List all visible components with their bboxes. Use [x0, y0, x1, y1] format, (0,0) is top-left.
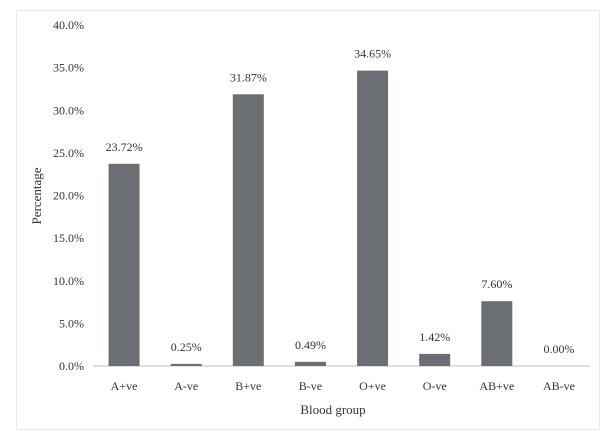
chart-frame: [16, 10, 600, 430]
y-tick-label: 15.0%: [53, 231, 84, 245]
y-axis-ticks: 0.0% 5.0% 10.0% 15.0% 20.0% 25.0% 30.0% 35.0% 40…: [53, 18, 84, 373]
bar: [232, 94, 264, 366]
bar: [357, 70, 389, 366]
bar: [108, 163, 140, 366]
y-tick-label: 25.0%: [53, 146, 84, 160]
data-label: 31.87%: [230, 70, 267, 84]
y-tick-label: 20.0%: [53, 189, 84, 203]
y-tick-label: 30.0%: [53, 103, 84, 117]
y-tick-label: 10.0%: [53, 274, 84, 288]
x-axis-ticks: A+ve A-ve B+ve B-ve O+ve O-ve AB+ve AB-ve: [111, 379, 575, 393]
x-tick-label: O-ve: [423, 379, 447, 393]
x-tick-label: O+ve: [359, 379, 386, 393]
x-tick-label: AB+ve: [479, 379, 514, 393]
x-axis-label: Blood group: [300, 402, 365, 417]
data-labels: 23.72% 0.25% 31.87% 0.49% 34.65% 1.42% 7.60% 0.…: [106, 47, 575, 356]
bar: [294, 361, 326, 366]
y-tick-label: 40.0%: [53, 18, 84, 32]
bars: [108, 70, 513, 366]
data-label: 34.65%: [354, 47, 391, 61]
x-tick-label: AB-ve: [543, 379, 575, 393]
x-tick-label: A-ve: [174, 379, 198, 393]
data-label: 23.72%: [106, 140, 143, 154]
y-tick-label: 35.0%: [53, 61, 84, 75]
y-tick-label: 5.0%: [59, 316, 84, 330]
data-label: 0.49%: [295, 338, 326, 352]
x-tick-label: A+ve: [111, 379, 138, 393]
x-tick-label: B+ve: [235, 379, 261, 393]
data-label: 0.00%: [543, 342, 574, 356]
bar: [481, 301, 513, 366]
x-tick-label: B-ve: [299, 379, 322, 393]
bar: [419, 353, 451, 366]
data-label: 1.42%: [419, 330, 450, 344]
y-axis-label: Percentage: [29, 167, 44, 224]
data-label: 0.25%: [171, 340, 202, 354]
bar: [170, 363, 202, 366]
y-tick-label: 0.0%: [59, 359, 84, 373]
data-label: 7.60%: [481, 277, 512, 291]
